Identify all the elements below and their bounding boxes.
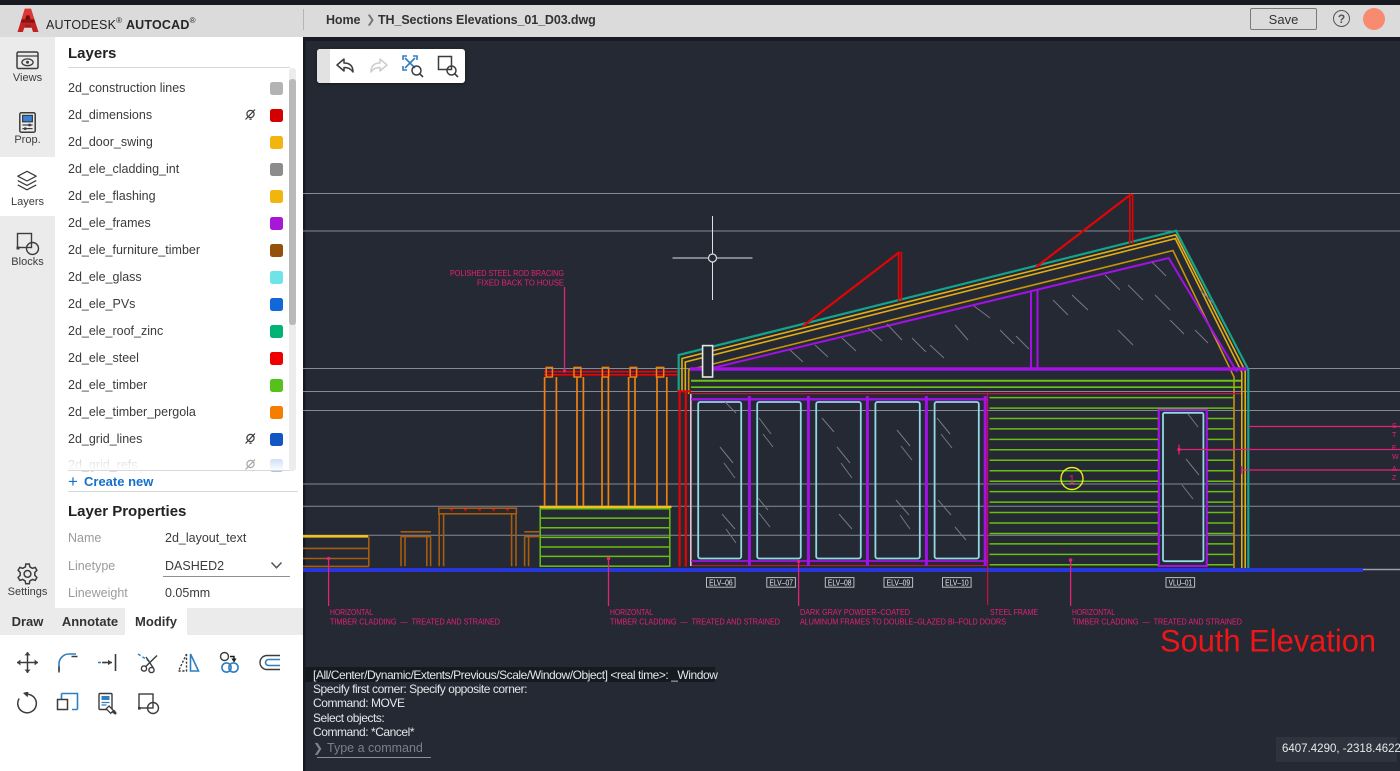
svg-text:Z: Z <box>1392 475 1397 482</box>
svg-text:VLU–01: VLU–01 <box>1169 578 1193 587</box>
svg-text:ELV–10: ELV–10 <box>945 578 969 587</box>
svg-text:TIMBER CLADDING — TREATED AN: TIMBER CLADDING — TREATED AND STRAINED <box>330 618 500 627</box>
svg-text:ELV–06: ELV–06 <box>709 578 733 587</box>
svg-text:T: T <box>1392 432 1397 439</box>
svg-text:FIXED BACK TO HOUSE: FIXED BACK TO HOUSE <box>477 279 564 288</box>
svg-text:ELV–09: ELV–09 <box>887 578 911 587</box>
svg-text:F: F <box>1392 445 1396 452</box>
svg-text:South Elevation: South Elevation <box>1160 623 1376 659</box>
svg-text:TIMBER CLADDING — TREATED AN: TIMBER CLADDING — TREATED AND STRAINED <box>610 618 780 627</box>
svg-text:TIMBER CLADDING — TREATED AN: TIMBER CLADDING — TREATED AND STRAINED <box>1072 618 1242 627</box>
svg-text:ELV–07: ELV–07 <box>769 578 793 587</box>
svg-text:DARK GRAY POWDER–COATED: DARK GRAY POWDER–COATED <box>800 608 910 617</box>
svg-text:W: W <box>1392 454 1399 461</box>
svg-text:ALUMINUM FRAMES TO DOUBLE–GLAZ: ALUMINUM FRAMES TO DOUBLE–GLAZED BI–FOLD… <box>800 618 1006 627</box>
svg-text:POLISHED STEEL ROD BRACING: POLISHED STEEL ROD BRACING <box>450 269 564 278</box>
svg-text:HORIZONTAL: HORIZONTAL <box>1072 608 1115 617</box>
svg-text:A: A <box>1392 466 1397 473</box>
svg-text:S: S <box>1392 423 1397 430</box>
svg-text:STEEL FRAME: STEEL FRAME <box>990 608 1038 617</box>
svg-text:HORIZONTAL: HORIZONTAL <box>330 608 373 617</box>
svg-text:1: 1 <box>1069 473 1076 487</box>
svg-text:ELV–08: ELV–08 <box>828 578 852 587</box>
svg-text:HORIZONTAL: HORIZONTAL <box>610 608 653 617</box>
